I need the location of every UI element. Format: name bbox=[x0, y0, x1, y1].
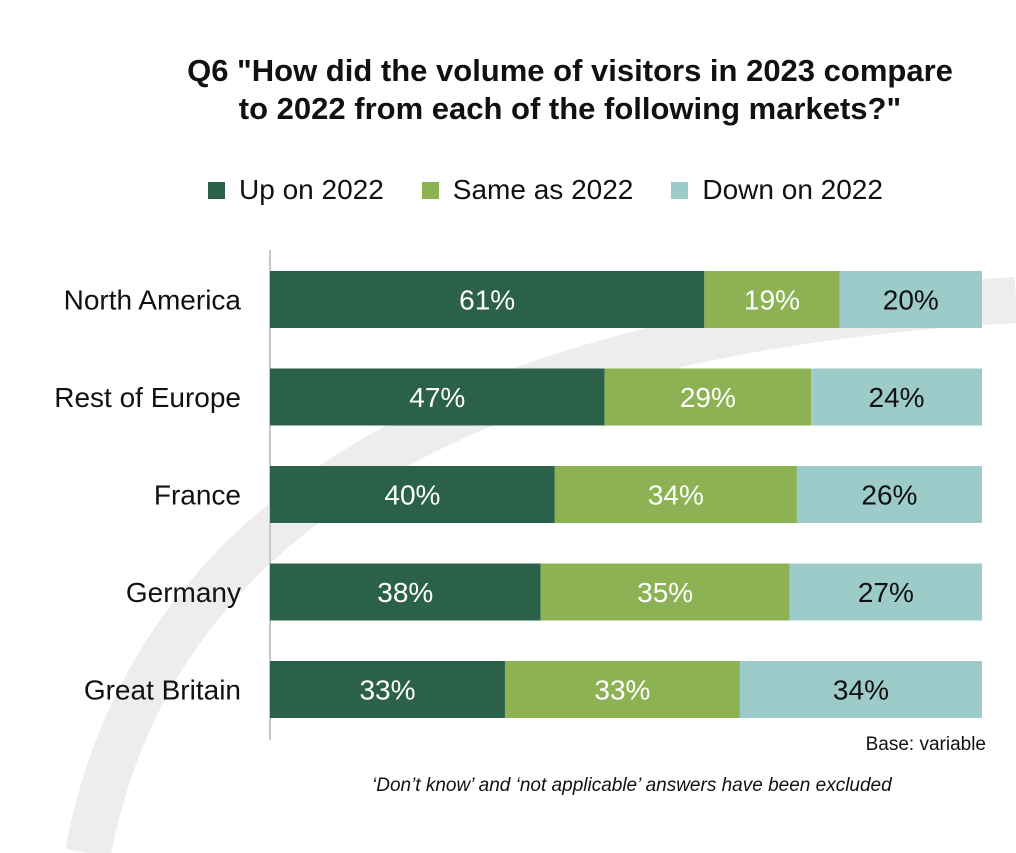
bar-germany-same-as-2022 bbox=[540, 563, 790, 621]
footnote: ‘Don’t know’ and ‘not applicable’ answer… bbox=[372, 775, 892, 796]
data-label-north-america-down-on-2022: 20% bbox=[883, 285, 939, 316]
legend-swatch-same bbox=[421, 181, 439, 199]
legend-label-same: Same as 2022 bbox=[452, 174, 634, 205]
chart-legend: Up on 2022 Same as 2022 Down on 2022 bbox=[208, 172, 921, 208]
chart-title-line-1: Q6 "How did the volume of visitors in 20… bbox=[187, 53, 953, 88]
bar-great-britain-same-as-2022 bbox=[504, 661, 740, 718]
bar-france-same-as-2022 bbox=[554, 466, 797, 523]
data-label-germany-down-on-2022: 27% bbox=[858, 577, 914, 608]
bar-rest-of-europe-down-on-2022 bbox=[811, 368, 982, 426]
data-label-great-britain-same-as-2022: 33% bbox=[594, 675, 650, 706]
bar-great-britain-up-on-2022 bbox=[270, 661, 505, 718]
data-label-france-up-on-2022: 40% bbox=[384, 480, 440, 511]
data-label-france-same-as-2022: 34% bbox=[648, 480, 704, 511]
bar-germany-down-on-2022 bbox=[789, 563, 982, 621]
base-note: Base: variable bbox=[865, 734, 986, 755]
bar-france-down-on-2022 bbox=[796, 466, 982, 523]
bar-france-up-on-2022 bbox=[270, 466, 555, 523]
legend-item-up: Up on 2022 bbox=[208, 174, 384, 206]
legend-swatch-down bbox=[671, 181, 689, 199]
data-label-north-america-up-on-2022: 61% bbox=[459, 285, 515, 316]
bar-rest-of-europe-same-as-2022 bbox=[604, 368, 812, 426]
legend-label-up: Up on 2022 bbox=[239, 174, 384, 205]
data-label-great-britain-up-on-2022: 33% bbox=[359, 675, 415, 706]
data-label-france-down-on-2022: 26% bbox=[861, 480, 917, 511]
legend-item-down: Down on 2022 bbox=[671, 174, 883, 206]
category-label-france: France bbox=[154, 480, 241, 511]
data-label-germany-same-as-2022: 35% bbox=[637, 577, 693, 608]
legend-item-same: Same as 2022 bbox=[421, 174, 634, 206]
legend-label-down: Down on 2022 bbox=[702, 174, 883, 205]
bar-great-britain-down-on-2022 bbox=[739, 661, 982, 718]
bar-north-america-up-on-2022 bbox=[270, 271, 705, 328]
category-label-north-america: North America bbox=[64, 285, 242, 316]
bar-north-america-same-as-2022 bbox=[704, 271, 840, 328]
data-label-rest-of-europe-down-on-2022: 24% bbox=[869, 382, 925, 413]
category-label-germany: Germany bbox=[126, 577, 241, 608]
data-label-germany-up-on-2022: 38% bbox=[377, 577, 433, 608]
data-label-rest-of-europe-up-on-2022: 47% bbox=[409, 382, 465, 413]
bar-north-america-down-on-2022 bbox=[839, 271, 982, 328]
category-label-great-britain: Great Britain bbox=[84, 675, 241, 706]
data-label-great-britain-down-on-2022: 34% bbox=[833, 675, 889, 706]
bar-rest-of-europe-up-on-2022 bbox=[270, 368, 605, 426]
data-label-north-america-same-as-2022: 19% bbox=[744, 285, 800, 316]
data-label-rest-of-europe-same-as-2022: 29% bbox=[680, 382, 736, 413]
bar-germany-up-on-2022 bbox=[270, 563, 541, 621]
category-label-rest-of-europe: Rest of Europe bbox=[54, 382, 241, 413]
chart-title-line-2: to 2022 from each of the following marke… bbox=[238, 91, 902, 126]
chart-title: Q6 "How did the volume of visitors in 20… bbox=[120, 52, 1016, 128]
legend-swatch-up bbox=[208, 181, 225, 199]
